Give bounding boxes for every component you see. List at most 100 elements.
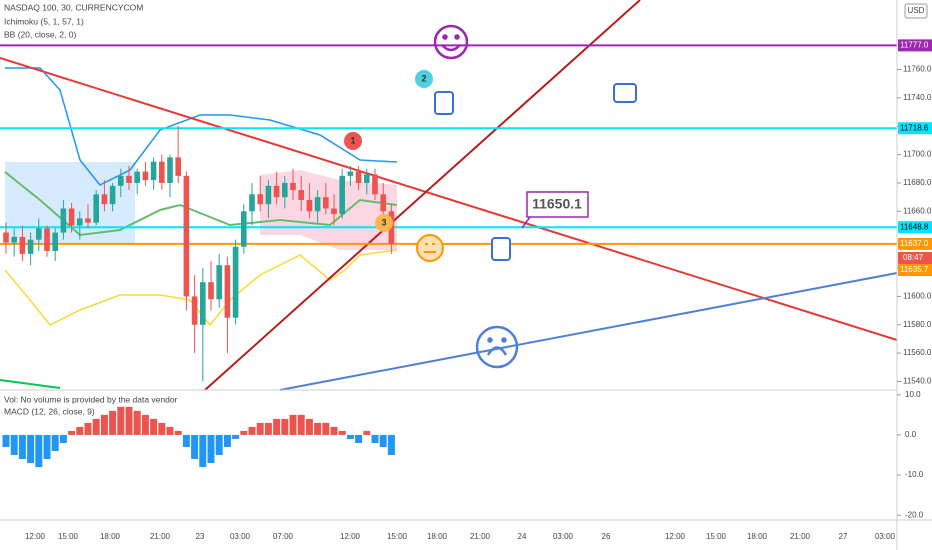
candle-body	[290, 182, 296, 191]
macd-bar	[305, 418, 313, 435]
candle-body	[232, 246, 239, 318]
macd-bar	[199, 434, 207, 468]
x-tick-label: 15:00	[387, 532, 408, 541]
macd-bar	[232, 434, 240, 439]
x-tick-label: 03:00	[553, 532, 574, 541]
candle-body	[216, 265, 222, 300]
macd-bar	[18, 434, 26, 460]
candle-body	[372, 174, 378, 195]
annotation-box	[526, 191, 589, 218]
trend-line	[0, 379, 61, 389]
macd-bar	[68, 430, 76, 435]
marker-bubble	[344, 70, 433, 232]
candle-body	[52, 232, 58, 252]
y-tick-label: 11700.0	[903, 150, 932, 159]
currency-label: USD	[908, 6, 925, 15]
candle-body	[142, 171, 149, 181]
x-tick-label: 18:00	[747, 532, 768, 541]
price-label: 11635.7	[900, 265, 929, 274]
candle-body	[167, 157, 173, 183]
y-tick-label: 0.0	[905, 430, 917, 439]
macd-bar	[84, 422, 92, 435]
y-tick-label: 11580.0	[903, 320, 932, 329]
macd-bar	[322, 422, 330, 435]
y-tick-label: 11760.0	[903, 65, 932, 74]
macd-bar	[297, 414, 305, 435]
macd-bar	[125, 406, 133, 435]
candle-body	[175, 157, 181, 176]
x-tick-label: 21:00	[790, 532, 811, 541]
candle-body	[200, 282, 206, 325]
candle-body	[3, 232, 9, 243]
trend-line	[0, 57, 898, 341]
x-tick-label: 23	[196, 532, 205, 541]
bb-lower	[4, 249, 398, 327]
y-tick-label: -10.0	[905, 470, 924, 479]
macd-bar	[166, 426, 174, 435]
macd-bar	[27, 434, 35, 464]
bb-basis	[4, 171, 398, 237]
macd-bar	[256, 422, 264, 435]
candle-body	[282, 182, 288, 198]
candle-body	[118, 175, 124, 186]
macd-bar	[76, 426, 84, 435]
indicator-label: MACD (12, 26, close, 9)	[4, 406, 95, 416]
x-tick-label: 18:00	[100, 532, 121, 541]
x-tick-label: 27	[839, 532, 848, 541]
price-label: 11777.0	[900, 40, 929, 49]
x-tick-label: 18:00	[427, 532, 448, 541]
macd-bar	[133, 410, 141, 435]
marker-label: 3	[381, 217, 386, 227]
y-tick-label: 11660.0	[903, 206, 932, 215]
macd-bar	[240, 430, 248, 435]
macd-bar	[92, 418, 100, 435]
countdown-label: 08:47	[903, 253, 924, 262]
macd-bar	[109, 410, 117, 435]
macd-bar	[330, 426, 338, 435]
price-badge	[898, 221, 932, 234]
candle-body	[208, 282, 214, 300]
macd-bar	[387, 434, 395, 455]
macd-bar	[51, 434, 59, 451]
macd-bar	[182, 434, 190, 447]
macd-bar	[215, 434, 223, 455]
price-badge	[898, 264, 932, 276]
annotation-label: 11650.1	[532, 196, 582, 212]
y-tick-label: 11540.0	[903, 377, 932, 386]
sad-face	[475, 325, 519, 369]
macd-bar	[355, 434, 363, 443]
candle-body	[150, 161, 157, 181]
trend-line	[279, 272, 898, 391]
candle-body	[68, 208, 75, 226]
candle-body	[109, 185, 116, 205]
macd-bar	[35, 434, 43, 468]
candle-body	[60, 208, 67, 233]
annotation-pointer	[521, 216, 531, 229]
candle-body	[101, 194, 108, 205]
macd-bar	[363, 430, 371, 435]
y-tick-label: 11600.0	[903, 292, 932, 301]
bb-upper	[5, 67, 398, 186]
candle-body	[183, 175, 190, 297]
price-label: 11648.8	[900, 222, 929, 231]
price-label: 11718.6	[900, 123, 929, 132]
candle-body	[241, 211, 247, 247]
candle-body	[355, 171, 362, 183]
candle-body	[339, 175, 345, 215]
x-tick-label: 26	[602, 532, 611, 541]
macd-bar	[150, 418, 158, 435]
x-tick-label: 21:00	[470, 532, 491, 541]
marker-label: 1	[350, 135, 355, 145]
happy-face	[433, 24, 469, 60]
macd-bar	[379, 434, 387, 447]
macd-bar	[273, 418, 281, 435]
indicator-label: Ichimoku (5, 1, 57, 1)	[4, 16, 84, 26]
candle-body	[224, 265, 231, 318]
macd-bar	[223, 434, 231, 447]
y-tick-label: 11560.0	[903, 348, 932, 357]
candle-body	[298, 190, 304, 200]
price-badge	[898, 122, 932, 135]
chart-title: NASDAQ 100, 30, CURRENCYCOM	[4, 2, 143, 12]
candle-body	[306, 199, 313, 212]
x-tick-label: 24	[518, 532, 527, 541]
